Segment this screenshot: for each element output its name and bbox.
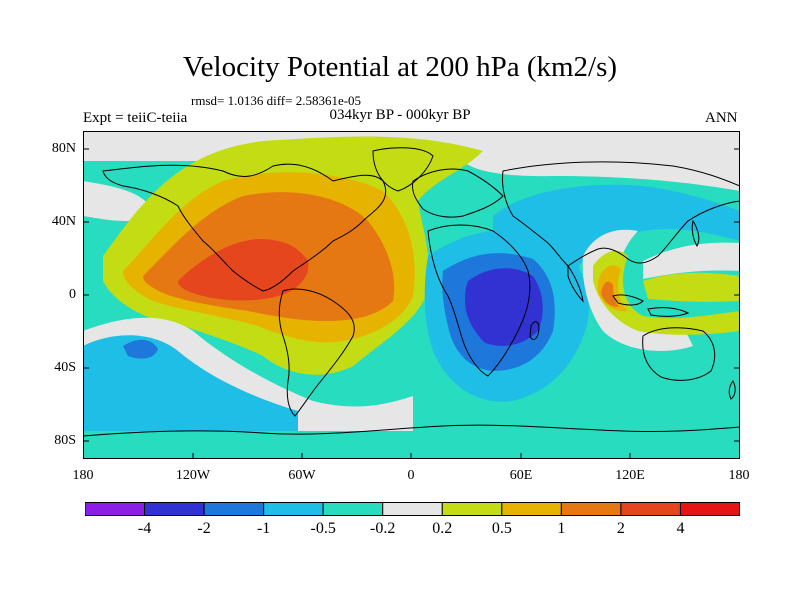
colorbar-box — [144, 502, 205, 516]
coast-north-america — [102, 163, 386, 292]
coastlines — [83, 147, 740, 437]
plot-title: Velocity Potential at 200 hPa (km2/s) — [182, 51, 618, 83]
colorbar-box — [322, 502, 384, 516]
xlabel-180e: 180 — [728, 468, 750, 483]
ylabel-80s: 80S — [54, 433, 76, 448]
colorbar — [85, 502, 740, 516]
xlabel-60w: 60W — [288, 468, 316, 483]
xlabel-0: 0 — [407, 468, 415, 483]
coast-australia — [642, 327, 716, 381]
colorbar-box — [203, 502, 265, 516]
colorbar-label: -2 — [197, 520, 211, 537]
coast-antarctica — [83, 424, 740, 437]
colorbar-box — [679, 502, 740, 516]
plot-subtitle: 034kyr BP - 000kyr BP — [329, 107, 471, 123]
colorbar-label: 1 — [557, 520, 566, 537]
coast-japan — [691, 219, 700, 248]
xlabel-180w: 180 — [72, 468, 94, 483]
coast-madagascar — [529, 321, 540, 340]
colorbar-label: 0.5 — [491, 520, 512, 537]
velocity-potential-map — [83, 131, 740, 459]
coast-europe — [412, 168, 504, 218]
colorbar-box — [263, 502, 324, 516]
colorbar-box — [441, 502, 503, 516]
ylabel-80n: 80N — [51, 141, 76, 156]
xlabel-120w: 120W — [175, 468, 211, 483]
coast-indonesia-1 — [612, 294, 644, 306]
coast-indonesia-2 — [647, 307, 690, 317]
ylabel-40s: 40S — [54, 360, 76, 375]
field-gray-nw — [83, 181, 153, 221]
coast-africa — [427, 224, 531, 377]
colorbar-label: 2 — [616, 520, 625, 537]
colorbar-label: -0.5 — [310, 520, 336, 537]
colorbar-label: 4 — [676, 520, 685, 537]
coast-new-zealand — [728, 380, 736, 400]
colorbar-label: -4 — [137, 520, 152, 537]
coast-greenland — [372, 147, 434, 192]
field-pos-indonesia-05 — [593, 250, 740, 335]
colorbar-box — [501, 502, 562, 516]
colorbar-box — [620, 502, 681, 516]
colorbar-label: -1 — [256, 520, 271, 537]
stats-text: rmsd= 1.0136 diff= 2.58361e-05 — [191, 93, 362, 108]
field-neg-2 — [465, 268, 543, 346]
colorbar-box — [382, 502, 443, 516]
field-blue-s — [123, 339, 158, 359]
field-cyan-asia — [493, 184, 740, 271]
field-pos-indonesia-2 — [601, 281, 619, 307]
xlabel-120e: 120E — [615, 468, 645, 483]
field-pos-nw-pacific — [643, 272, 740, 302]
xlabel-60e: 60E — [509, 468, 533, 483]
season-label: ANN — [705, 110, 738, 126]
lat-ticks — [83, 148, 740, 442]
ylabel-40n: 40N — [51, 214, 76, 229]
ylabel-0: 0 — [69, 287, 76, 302]
coast-india — [567, 264, 584, 303]
colorbar-label: -0.2 — [370, 520, 396, 537]
colorbar-box — [85, 502, 146, 516]
lon-ticks — [83, 453, 740, 459]
coast-asia — [502, 161, 740, 267]
field-gray-pacific — [643, 242, 740, 279]
colorbar-label: 0.2 — [432, 520, 453, 537]
coast-south-america — [278, 288, 355, 417]
experiment-label: Expt = teiiC-teiia — [83, 110, 188, 126]
colorbar-box — [560, 502, 622, 516]
field-cyan-s — [83, 335, 298, 431]
